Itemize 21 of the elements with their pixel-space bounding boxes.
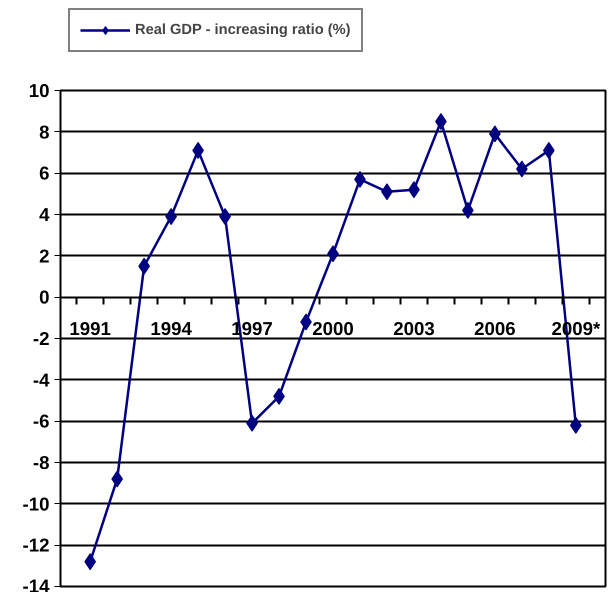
x-tick-label: 2000 — [312, 318, 354, 340]
y-tick-label: -2 — [32, 328, 50, 349]
point — [435, 113, 447, 130]
point — [570, 416, 582, 434]
x-tick-label: 2003 — [393, 318, 435, 340]
y-tick-label: -4 — [32, 369, 50, 390]
x-tick-label: 2006 — [474, 318, 516, 340]
y-tick-label: 10 — [28, 80, 50, 101]
y-tick-label: 8 — [39, 121, 50, 142]
y-tick-label: -12 — [22, 534, 50, 556]
legend-label: Real GDP - increasing ratio (%) — [135, 22, 351, 38]
y-tick-label: -10 — [22, 493, 50, 514]
y-tick-label: 0 — [39, 286, 50, 308]
x-tick-label: 1991 — [69, 318, 111, 340]
y-tick-label: -6 — [32, 410, 50, 432]
y-tick-label: 4 — [39, 204, 50, 225]
y-tick-label: -8 — [32, 452, 50, 473]
y-tick-label: 6 — [39, 162, 50, 184]
point — [84, 553, 96, 570]
y-tick-label: 2 — [39, 245, 50, 266]
x-tick-label: 1994 — [150, 318, 192, 340]
